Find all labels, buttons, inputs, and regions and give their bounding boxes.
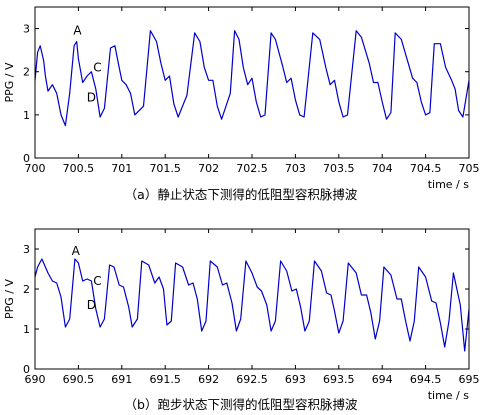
x-tick-label: 702.5 <box>236 162 268 175</box>
y-tick-label: 2 <box>23 66 30 79</box>
x-tick-label: 704.5 <box>410 162 442 175</box>
x-tick-label: 705 <box>459 162 480 175</box>
y-tick-label: 3 <box>23 243 30 256</box>
y-tick-label: 1 <box>23 323 30 336</box>
figure-caption: （b）跑步状态下测得的低阻型容积脉搏波 <box>125 397 358 412</box>
chart-panel-b: 690 690.5 691 691.5 692 692.5 693 693.5 694 694.5… <box>3 228 480 412</box>
ppg-series-line <box>34 258 470 352</box>
x-tick-label: 700.5 <box>63 162 95 175</box>
x-tick-label: 690 <box>25 373 46 386</box>
x-tick-label: 694.5 <box>410 373 442 386</box>
x-tick-label: 704 <box>372 162 393 175</box>
x-tick-label: 701 <box>111 162 132 175</box>
x-tick-label: 694 <box>372 373 393 386</box>
x-tick-label: 703 <box>285 162 306 175</box>
y-tick-label: 1 <box>23 109 30 122</box>
x-tick-label: 692 <box>198 373 219 386</box>
y-axis-label: PPG / V <box>3 279 16 319</box>
point-label-d: D <box>87 91 96 105</box>
x-tick-label: 702 <box>198 162 219 175</box>
x-axis-label: time / s <box>428 389 470 402</box>
point-label-c: C <box>93 60 101 74</box>
y-tick-label: 0 <box>23 363 30 376</box>
figure-caption: （a）静止状态下测得的低阻型容积脉搏波 <box>125 187 358 202</box>
x-axis-label: time / s <box>428 178 470 191</box>
x-tick-label: 691 <box>111 373 132 386</box>
point-label-a: A <box>72 244 81 258</box>
ppg-series-line <box>34 30 470 127</box>
x-tick-label: 703.5 <box>323 162 355 175</box>
x-tick-label: 690.5 <box>63 373 95 386</box>
y-tick-label: 0 <box>23 152 30 165</box>
x-tick-label: 693.5 <box>323 373 355 386</box>
x-tick-label: 701.5 <box>149 162 181 175</box>
x-tick-label: 700 <box>25 162 46 175</box>
x-tick-label: 695 <box>459 373 480 386</box>
x-tick-label: 693 <box>285 373 306 386</box>
y-tick-label: 2 <box>23 283 30 296</box>
point-label-a: A <box>73 24 82 38</box>
y-axis-label: PPG / V <box>3 62 16 102</box>
point-label-d: D <box>87 298 96 312</box>
x-tick-label: 691.5 <box>149 373 181 386</box>
plot-frame <box>34 228 470 370</box>
point-label-c: C <box>93 274 101 288</box>
y-tick-label: 3 <box>23 23 30 36</box>
chart-panel-a: 700 700.5 701 701.5 702 702.5 703 703.5 704 704.5… <box>3 6 480 202</box>
plot-frame <box>34 6 470 159</box>
x-tick-label: 692.5 <box>236 373 268 386</box>
